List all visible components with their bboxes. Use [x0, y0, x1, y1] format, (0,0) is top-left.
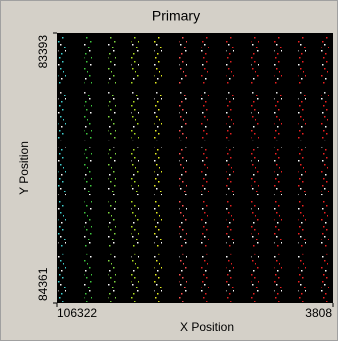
point-cluster [226, 254, 234, 302]
point-cluster [58, 201, 66, 249]
point-cluster [251, 37, 259, 85]
point-cluster [298, 37, 306, 85]
point-cluster [84, 254, 92, 302]
point-cluster [131, 201, 139, 249]
point-cluster [201, 147, 209, 195]
point-cluster [201, 201, 209, 249]
point-cluster [201, 37, 209, 85]
y-axis-label: Y Position [17, 141, 31, 195]
point-cluster [274, 37, 282, 85]
point-cluster [321, 254, 329, 302]
point-cluster [108, 92, 116, 140]
x-axis-label: X Position [180, 320, 234, 334]
point-cluster [84, 201, 92, 249]
point-cluster [321, 37, 329, 85]
point-cluster [154, 254, 162, 302]
point-cluster [274, 254, 282, 302]
chart-window: Primary X Position Y Position 106322 3808… [0, 0, 338, 341]
point-cluster [58, 92, 66, 140]
point-cluster [58, 147, 66, 195]
point-cluster [154, 92, 162, 140]
point-cluster [226, 37, 234, 85]
point-cluster [108, 201, 116, 249]
point-cluster [251, 201, 259, 249]
point-cluster [201, 92, 209, 140]
chart-title: Primary [152, 8, 200, 24]
y-tick-label: 84361 [36, 267, 50, 301]
point-cluster [179, 37, 187, 85]
point-cluster [321, 147, 329, 195]
x-tick-label: 106322 [57, 306, 97, 320]
point-cluster [131, 254, 139, 302]
point-cluster [179, 92, 187, 140]
point-cluster [298, 92, 306, 140]
point-cluster [251, 147, 259, 195]
point-cluster [321, 92, 329, 140]
point-cluster [58, 254, 66, 302]
point-cluster [108, 254, 116, 302]
point-cluster [58, 37, 66, 85]
point-cluster [226, 92, 234, 140]
point-cluster [251, 254, 259, 302]
point-cluster [274, 147, 282, 195]
point-cluster [274, 92, 282, 140]
point-cluster [298, 201, 306, 249]
point-cluster [201, 254, 209, 302]
point-cluster [131, 147, 139, 195]
point-cluster [179, 201, 187, 249]
point-cluster [298, 254, 306, 302]
point-cluster [131, 92, 139, 140]
point-cluster [84, 92, 92, 140]
point-cluster [154, 37, 162, 85]
point-cluster [154, 201, 162, 249]
point-cluster [298, 147, 306, 195]
point-cluster [84, 147, 92, 195]
point-cluster [226, 201, 234, 249]
point-cluster [108, 37, 116, 85]
point-cluster [154, 147, 162, 195]
y-tick-label: 83393 [36, 35, 50, 69]
point-cluster [131, 37, 139, 85]
plot-area [57, 33, 333, 303]
point-cluster [179, 254, 187, 302]
point-cluster [84, 37, 92, 85]
x-tick-label: 3808 [305, 306, 332, 320]
point-cluster [251, 92, 259, 140]
point-cluster [321, 201, 329, 249]
point-cluster [226, 147, 234, 195]
point-cluster [274, 201, 282, 249]
point-cluster [179, 147, 187, 195]
point-cluster [108, 147, 116, 195]
